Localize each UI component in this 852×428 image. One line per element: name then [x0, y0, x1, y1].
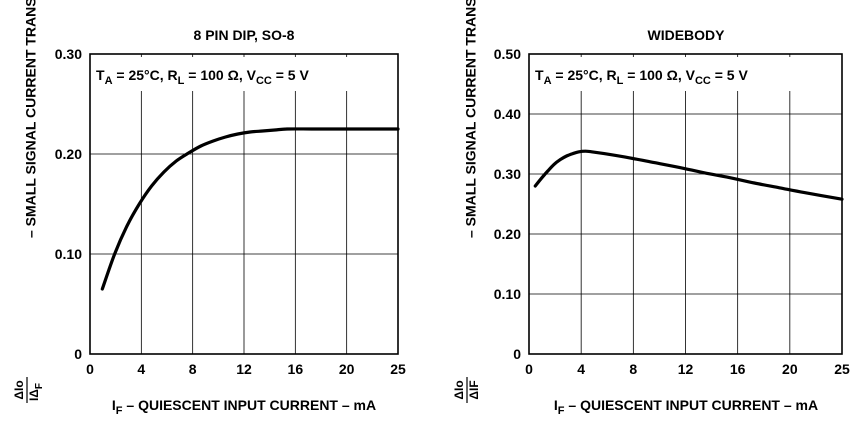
chart-left-condition-box: [92, 57, 396, 91]
chart-left-title: 8 PIN DIP, SO-8: [194, 27, 295, 43]
chart-left-y-tick-label: 0.30: [55, 46, 82, 62]
chart-left-series-line: [100, 127, 400, 291]
chart-right-x-tick-label: 8: [629, 361, 637, 377]
chart-right-condition-box: [531, 57, 840, 91]
chart-right-ylabel-frac-num: ΔIo: [452, 380, 466, 399]
chart-right-y-tick-label: 0.10: [494, 286, 521, 302]
chart-left-plot-frame: [89, 53, 399, 355]
chart-right-x-tick-label: 16: [730, 361, 746, 377]
chart-right: WIDEBODY TA = 25°C, RL = 100 Ω, VCC = 5 …: [452, 0, 850, 417]
chart-left: 8 PIN DIP, SO-8 TA = 25°C, RL = 100 Ω, V…: [12, 0, 406, 417]
chart-right-y-ticks: 0 0.10 0.20 0.30 0.40 0.50: [494, 46, 521, 362]
chart-right-ylabel-text: – SMALL SIGNAL CURRENT TRANSFER RATIO: [463, 0, 479, 238]
chart-left-y-axis-fraction: ΔIo IΔF: [12, 377, 45, 403]
chart-left-grid: [90, 54, 398, 354]
chart-left-ylabel-text: – SMALL SIGNAL CURRENT TRANSFER RATIO: [23, 0, 39, 238]
chart-right-grid: [529, 54, 842, 354]
chart-right-ylabel-frac-den: ΔIF: [467, 380, 481, 399]
chart-right-x-tick-label: 20: [782, 361, 798, 377]
chart-right-y-tick-label: 0.30: [494, 166, 521, 182]
chart-right-y-tick-label: 0.20: [494, 226, 521, 242]
chart-right-condition: TA = 25°C, RL = 100 Ω, VCC = 5 V: [535, 67, 748, 87]
chart-left-y-axis-label: – SMALL SIGNAL CURRENT TRANSFER RATIO: [23, 0, 39, 238]
chart-right-x-tick-label: 0: [525, 361, 533, 377]
chart-right-plot-frame: [528, 53, 843, 355]
chart-left-x-tick-label: 4: [137, 361, 145, 377]
chart-left-x-ticks: 0 4 8 12 16 20 25: [86, 361, 406, 377]
chart-left-ylabel-frac-den: IΔF: [27, 383, 45, 401]
chart-left-x-tick-label: 12: [236, 361, 252, 377]
chart-right-x-tick-label: 25: [834, 361, 850, 377]
chart-left-y-ticks: 0 0.10 0.20 0.30: [55, 46, 82, 362]
chart-right-y-tick-label: 0.50: [494, 46, 521, 62]
chart-left-ylabel-frac-num: ΔIo: [12, 380, 26, 399]
chart-right-series-line: [533, 149, 844, 201]
chart-left-x-tick-label: 20: [339, 361, 355, 377]
chart-right-x-tick-label: 4: [577, 361, 585, 377]
chart-left-x-tick-label: 0: [86, 361, 94, 377]
chart-left-y-tick-label: 0.20: [55, 146, 82, 162]
chart-right-y-axis-label: – SMALL SIGNAL CURRENT TRANSFER RATIO: [463, 0, 479, 238]
chart-left-x-tick-label: 16: [288, 361, 304, 377]
chart-right-x-axis-label: IF – QUIESCENT INPUT CURRENT – mA: [554, 397, 818, 417]
chart-right-y-tick-label: 0: [513, 346, 521, 362]
chart-left-y-tick-label: 0: [74, 346, 82, 362]
chart-right-x-tick-label: 12: [678, 361, 694, 377]
chart-left-y-tick-label: 0.10: [55, 246, 82, 262]
chart-left-x-tick-label: 8: [189, 361, 197, 377]
chart-right-y-tick-label: 0.40: [494, 106, 521, 122]
chart-right-title: WIDEBODY: [648, 27, 726, 43]
chart-right-x-ticks: 0 4 8 12 16 20 25: [525, 361, 850, 377]
chart-right-y-axis-fraction: ΔIo ΔIF: [452, 377, 481, 403]
chart-left-condition: TA = 25°C, RL = 100 Ω, VCC = 5 V: [96, 67, 309, 87]
chart-left-x-axis-label: IF – QUIESCENT INPUT CURRENT – mA: [112, 397, 376, 417]
chart-left-x-tick-label: 25: [390, 361, 406, 377]
